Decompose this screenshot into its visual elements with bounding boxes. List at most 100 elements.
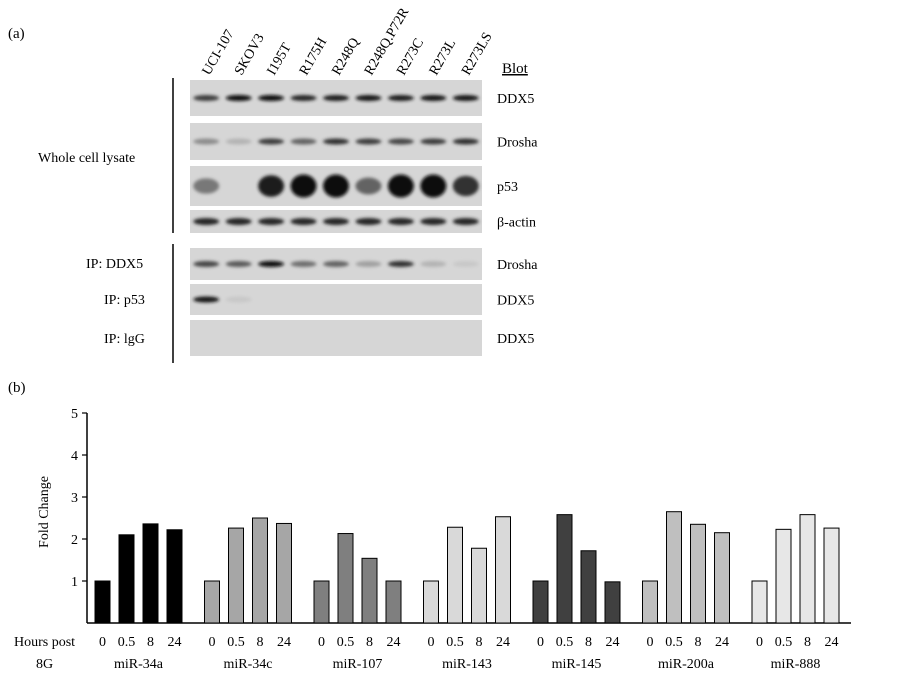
blot-band xyxy=(290,218,317,225)
blot-band xyxy=(355,261,382,267)
blot-strip: β-actin xyxy=(190,210,536,233)
x-tick-label: 24 xyxy=(387,635,401,650)
bar xyxy=(423,580,439,624)
group-label: miR-143 xyxy=(442,657,492,672)
blot-band xyxy=(258,95,285,101)
blot-band xyxy=(290,95,317,101)
blot-band xyxy=(355,95,382,101)
bar xyxy=(532,580,549,624)
blot-band xyxy=(290,174,317,198)
label-ip-igg: IP: lgG xyxy=(104,332,145,347)
x-tick-label: 8 xyxy=(147,635,154,650)
bar xyxy=(495,516,511,624)
blot-band xyxy=(452,138,479,145)
y-tick-label: 2 xyxy=(71,533,78,548)
blot-band xyxy=(387,218,414,225)
x-tick-label: 0 xyxy=(647,635,654,650)
bar xyxy=(751,580,768,624)
blot-band xyxy=(193,95,220,101)
bar xyxy=(604,581,621,624)
group-label: miR-145 xyxy=(552,657,602,672)
bar xyxy=(94,580,111,624)
blot-band xyxy=(323,261,349,267)
blot-band xyxy=(355,138,382,145)
lane-label: I195T xyxy=(265,40,295,78)
x-tick-label: 24 xyxy=(825,635,839,650)
bar xyxy=(775,528,792,624)
x-tick-label: 0.5 xyxy=(446,635,464,650)
blot-strip: Drosha xyxy=(190,248,538,280)
panel-b-chart: (b) Fold Change 1 2 3 4 5 0 0.5 8 24 miR-34a 0 0.5… xyxy=(8,380,851,672)
x-tick-label: 8 xyxy=(257,635,264,650)
x-tick-label: 0 xyxy=(209,635,216,650)
bar xyxy=(556,514,573,624)
blot-name: Drosha xyxy=(497,258,538,273)
blot-name: DDX5 xyxy=(497,294,534,309)
bar xyxy=(666,511,682,624)
blot-band xyxy=(258,261,285,267)
x-tick-label: 24 xyxy=(496,635,510,650)
blot-band xyxy=(420,95,447,101)
blot-band xyxy=(323,95,349,101)
blot-band xyxy=(258,138,285,145)
label-whole-cell-lysate: Whole cell lysate xyxy=(38,151,135,166)
x-labels: 0 0.5 8 24 miR-34a 0 0.5 8 24 miR-34c 0 0.5 8 24 miR-1… xyxy=(99,635,839,672)
blot-name: β-actin xyxy=(497,216,536,231)
blot-band xyxy=(225,296,252,303)
blot-name: Drosha xyxy=(497,136,538,151)
bar xyxy=(823,527,840,624)
blot-band xyxy=(452,261,479,267)
x-tick-label: 0.5 xyxy=(775,635,793,650)
lane-label: R273C xyxy=(394,36,427,78)
blot-name: DDX5 xyxy=(497,332,534,347)
blot-band xyxy=(420,174,447,198)
x-tick-label: 0.5 xyxy=(556,635,574,650)
bars xyxy=(94,511,840,624)
bar xyxy=(799,514,816,624)
x-tick-label: 8 xyxy=(366,635,373,650)
blot-background xyxy=(190,320,482,356)
blot-band xyxy=(452,218,479,225)
blot-band xyxy=(323,174,349,198)
blot-band xyxy=(225,218,252,225)
blot-band xyxy=(290,138,317,145)
blot-strips: DDX5 Drosha p53 β-actin Drosha DDX5 DDX5 xyxy=(190,80,538,356)
bar xyxy=(337,533,354,624)
blot-strip: Drosha xyxy=(190,123,538,160)
bar xyxy=(313,580,330,624)
blot-band xyxy=(258,175,285,197)
x-tick-label: 0 xyxy=(428,635,435,650)
bar xyxy=(642,580,658,624)
x-tick-label: 24 xyxy=(277,635,291,650)
blot-band xyxy=(387,138,414,145)
x-tick-label: 8 xyxy=(585,635,592,650)
bar xyxy=(118,534,135,624)
x-tick-label: 0.5 xyxy=(227,635,245,650)
blot-band xyxy=(387,95,414,101)
blot-band xyxy=(452,175,479,197)
blot-band xyxy=(193,296,220,303)
blot-band xyxy=(290,261,317,267)
bar xyxy=(361,557,378,624)
blot-band xyxy=(323,138,349,145)
x-tick-label: 0 xyxy=(756,635,763,650)
x-tick-label: 24 xyxy=(715,635,729,650)
blot-strip: DDX5 xyxy=(190,284,534,315)
y-tick-label: 5 xyxy=(71,407,78,422)
panel-a-label: (a) xyxy=(8,26,25,42)
x-tick-label: 0.5 xyxy=(665,635,683,650)
blot-band xyxy=(193,138,220,145)
x-tick-label: 24 xyxy=(168,635,182,650)
group-label: miR-200a xyxy=(658,657,715,672)
x-prefix-line-2: 8G xyxy=(36,657,53,672)
bar xyxy=(276,522,292,624)
blot-name: DDX5 xyxy=(497,92,534,107)
blot-band xyxy=(420,138,447,145)
blot-strip: p53 xyxy=(190,166,518,206)
bar xyxy=(471,547,487,624)
blot-header: Blot xyxy=(502,61,529,77)
blot-band xyxy=(323,218,349,225)
